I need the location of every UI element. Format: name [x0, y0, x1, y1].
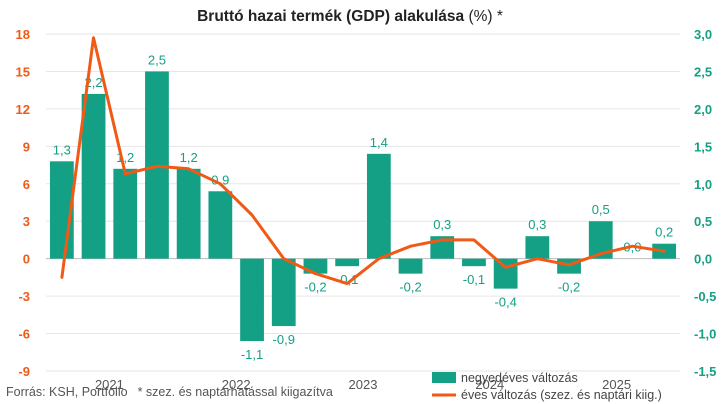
- bar: [176, 168, 201, 259]
- legend-bar-swatch: [432, 372, 456, 383]
- right-tick-label: 1,0: [694, 177, 712, 192]
- line-path: [60, 36, 666, 286]
- left-tick-label: 0: [23, 252, 30, 267]
- left-tick-label: -9: [18, 364, 30, 379]
- right-tick-label: -1,0: [694, 327, 716, 342]
- bar-value-label: -0,2: [558, 280, 580, 295]
- bar-value-label: 1,2: [180, 150, 198, 165]
- bar: [366, 153, 391, 259]
- bar-data-labels: 1,32,21,22,51,20,9-1,1-0,9-0,2 -0,11,4-0,…: [53, 52, 673, 362]
- left-tick-label: -3: [18, 289, 30, 304]
- x-tick-label: 2021: [95, 377, 124, 392]
- bar: [81, 93, 106, 259]
- bar-value-label: -0,1: [463, 272, 485, 287]
- right-tick-label: 0,5: [694, 214, 712, 229]
- bar-value-label: -0,9: [273, 332, 295, 347]
- bar: [398, 258, 423, 274]
- bar-value-label: -0,2: [304, 280, 326, 295]
- bar-value-label: -1,1: [241, 347, 263, 362]
- right-tick-label: 0,0: [694, 252, 712, 267]
- left-tick-label: 18: [16, 27, 30, 42]
- source-text: Forrás: KSH, Portfolio * szez. és naptárh…: [6, 385, 333, 399]
- left-tick-label: 9: [23, 139, 30, 154]
- x-axis: 2021 2022 2023 2024 2025: [95, 377, 631, 392]
- source-label: Forrás: KSH, Portfolio: [6, 385, 128, 399]
- bar-series: [49, 71, 677, 342]
- legend: negyedéves változás éves változás (szez.…: [432, 371, 662, 402]
- bar-value-label: 2,5: [148, 52, 166, 67]
- left-tick-label: 3: [23, 214, 30, 229]
- x-tick-label: 2023: [349, 377, 378, 392]
- right-tick-label: 3,0: [694, 27, 712, 42]
- left-axis: 18 15 12 9 6 3 0 -3 -6 -9: [16, 27, 30, 379]
- right-tick-label: 2,0: [694, 102, 712, 117]
- bar-value-label: 1,4: [370, 135, 388, 150]
- x-tick-label: 2025: [602, 377, 631, 392]
- left-tick-label: 12: [16, 102, 30, 117]
- bar: [525, 236, 550, 259]
- right-tick-label: 1,5: [694, 139, 712, 154]
- x-tick-label: 2024: [475, 377, 504, 392]
- legend-bar-label: negyedéves változás: [461, 371, 578, 385]
- bar: [208, 191, 233, 259]
- chart-title-main: Bruttó hazai termék (GDP) alakulása: [197, 8, 464, 25]
- bar: [113, 168, 138, 259]
- bar-value-label: 0,3: [528, 217, 546, 232]
- bar-value-label: 0,3: [433, 217, 451, 232]
- right-tick-label: -0,5: [694, 289, 716, 304]
- bar: [588, 221, 613, 259]
- left-tick-label: 15: [16, 64, 30, 79]
- bar: [335, 258, 360, 267]
- bar: [493, 258, 518, 289]
- bar: [240, 258, 264, 342]
- x-tick-label: 2022: [222, 377, 251, 392]
- right-tick-label: 2,5: [694, 64, 712, 79]
- bar-value-label: 1,3: [53, 142, 71, 157]
- bar: [462, 258, 486, 267]
- bar: [303, 258, 328, 274]
- bar-value-label: 0,5: [592, 202, 610, 217]
- left-tick-label: 6: [23, 177, 30, 192]
- bar-value-label: 0,9: [211, 172, 229, 187]
- chart-title-suffix: (%) *: [464, 8, 503, 25]
- chart-title: Bruttó hazai termék (GDP) alakulása (%) …: [197, 8, 503, 25]
- right-axis: 3,0 2,5 2,0 1,5 1,0 0,5 0,0 -0,5 -1,0 -1,5: [694, 27, 716, 379]
- bar-value-label: -0,2: [399, 280, 421, 295]
- legend-line-label: éves változás (szez. és naptári kiig.): [461, 388, 662, 402]
- line-series: [60, 36, 666, 286]
- note-label: * szez. és naptárhatással kiigazítva: [138, 385, 333, 399]
- bar-value-label: 0,2: [655, 225, 673, 240]
- gridlines: [46, 33, 680, 372]
- bar-value-label: -0,4: [494, 295, 516, 310]
- bar: [271, 258, 296, 327]
- right-tick-label: -1,5: [694, 364, 716, 379]
- left-tick-label: -6: [18, 327, 30, 342]
